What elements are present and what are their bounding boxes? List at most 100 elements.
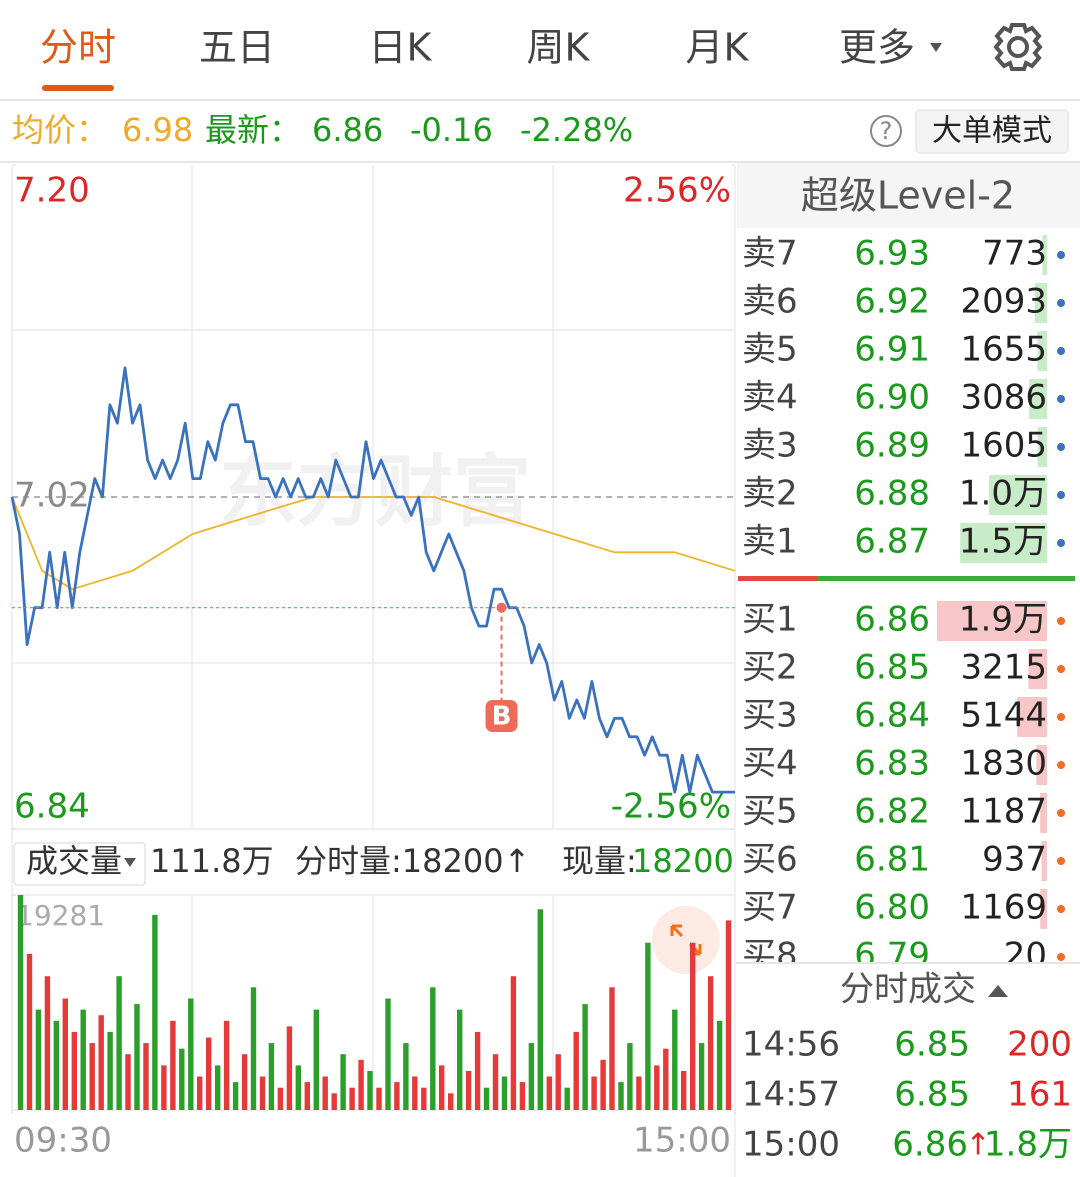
order-dot bbox=[1057, 665, 1065, 673]
order-volume: 1.9万 bbox=[959, 600, 1047, 640]
volume-bar bbox=[528, 1043, 535, 1110]
volume-bar bbox=[483, 1087, 490, 1110]
trade-price: 6.85 bbox=[894, 1075, 970, 1115]
volume-depth-bar bbox=[1028, 649, 1047, 689]
volume-bar bbox=[546, 1076, 552, 1110]
order-price: 6.92 bbox=[854, 282, 930, 322]
volume-bar bbox=[725, 920, 732, 1110]
mode-button[interactable] bbox=[915, 109, 1069, 154]
order-dot bbox=[1057, 809, 1065, 817]
more-caret[interactable] bbox=[930, 43, 942, 52]
order-price: 6.89 bbox=[854, 426, 930, 466]
volume-bar bbox=[134, 1004, 140, 1110]
volume-bar bbox=[89, 1043, 95, 1110]
order-price: 6.80 bbox=[854, 888, 930, 928]
volume-selector-box[interactable] bbox=[13, 842, 146, 886]
order-dot bbox=[1057, 617, 1065, 625]
mode-label[interactable]: 大单模式 bbox=[932, 114, 1052, 149]
chart-grid bbox=[11, 165, 736, 1177]
trade-time: 14:57 bbox=[742, 1075, 840, 1115]
order-volume: 1605 bbox=[960, 426, 1047, 466]
volume-bar bbox=[707, 976, 714, 1110]
volume-bar bbox=[322, 1076, 328, 1110]
level2-title: 超级Level-2 bbox=[801, 174, 1015, 218]
volume-bar bbox=[582, 1004, 588, 1110]
volume-bar bbox=[107, 1031, 113, 1110]
volume-bar bbox=[672, 1009, 678, 1110]
volume-depth-bar bbox=[960, 523, 1047, 563]
order-price: 6.93 bbox=[854, 234, 930, 274]
volume-bar bbox=[421, 1087, 427, 1110]
volume-bar bbox=[519, 1082, 526, 1110]
volume-bar bbox=[645, 942, 651, 1110]
trades-title: 分时成交 bbox=[840, 970, 976, 1010]
change: -0.16 bbox=[410, 111, 493, 149]
volume-bar bbox=[600, 1059, 606, 1110]
trades-caret[interactable] bbox=[988, 985, 1008, 997]
volume-depth-bar bbox=[1034, 283, 1047, 323]
order-label: 卖4 bbox=[742, 378, 798, 418]
volume-bar bbox=[304, 1082, 310, 1110]
order-volume: 1.0万 bbox=[959, 474, 1047, 514]
order-dot bbox=[1057, 539, 1065, 547]
marker-dot bbox=[496, 602, 507, 613]
minute-volume: 分时量:18200↑ bbox=[295, 842, 530, 880]
y-tick-label: 7.02 bbox=[14, 476, 90, 516]
volume-bar bbox=[537, 909, 543, 1110]
order-volume: 5144 bbox=[960, 696, 1047, 736]
volume-bar bbox=[223, 1020, 230, 1110]
book-divider-red bbox=[738, 576, 818, 581]
order-dot bbox=[1057, 761, 1065, 769]
order-price: 6.91 bbox=[854, 330, 930, 370]
volume-bar bbox=[277, 1087, 284, 1110]
order-price: 6.84 bbox=[854, 696, 930, 736]
volume-depth-bar bbox=[989, 475, 1047, 515]
expand-icon[interactable] bbox=[652, 906, 720, 974]
settings-icon[interactable] bbox=[993, 23, 1043, 71]
marker-label: B bbox=[492, 702, 512, 732]
order-dot bbox=[1057, 953, 1065, 961]
volume-bar bbox=[698, 1043, 705, 1110]
order-price: 6.87 bbox=[854, 522, 930, 562]
order-price: 6.86 bbox=[854, 600, 930, 640]
order-volume: 3215 bbox=[960, 648, 1047, 688]
tab[interactable]: 日K bbox=[369, 26, 433, 70]
volume-depth-bar bbox=[1040, 889, 1047, 929]
volume-depth-bar bbox=[1036, 745, 1047, 785]
order-price: 6.82 bbox=[854, 792, 930, 832]
trade-price: 6.86 bbox=[892, 1125, 968, 1165]
volume-depth-bar bbox=[1017, 697, 1047, 737]
volume-bar bbox=[474, 1031, 481, 1110]
order-volume: 937 bbox=[982, 840, 1047, 880]
avg-label: 均价： bbox=[12, 111, 108, 149]
volume-bar bbox=[367, 1071, 373, 1110]
volume-selector-caret[interactable] bbox=[124, 858, 136, 867]
tab[interactable]: 分时 bbox=[40, 26, 116, 70]
volume-selector[interactable]: 成交量 bbox=[26, 842, 122, 880]
order-volume: 3086 bbox=[960, 378, 1047, 418]
tab[interactable]: 月K bbox=[686, 26, 750, 70]
x-tick-label: 09:30 bbox=[14, 1121, 112, 1161]
volume-bar bbox=[143, 1043, 149, 1110]
order-volume: 773 bbox=[982, 234, 1047, 274]
volume-bar bbox=[681, 1071, 687, 1110]
volume-bar bbox=[44, 976, 51, 1110]
book-divider-green bbox=[818, 576, 1075, 581]
help-mark[interactable]: ? bbox=[880, 117, 893, 145]
tab[interactable]: 周K bbox=[527, 26, 591, 70]
volume-bar bbox=[716, 1020, 723, 1110]
help-icon[interactable] bbox=[870, 115, 902, 147]
watermark: 东方财富 bbox=[219, 447, 531, 537]
order-volume: 2093 bbox=[960, 282, 1047, 322]
order-label: 卖2 bbox=[742, 474, 798, 514]
volume-bar bbox=[394, 1082, 400, 1110]
volume-bar bbox=[161, 1065, 167, 1110]
volume-bar bbox=[340, 1054, 346, 1110]
tab[interactable]: 五日 bbox=[199, 26, 275, 70]
marker-badge[interactable] bbox=[485, 700, 518, 732]
order-label: 买3 bbox=[742, 696, 798, 736]
volume-depth-bar bbox=[1041, 841, 1047, 881]
order-label: 买4 bbox=[742, 744, 798, 784]
tab[interactable]: 更多 bbox=[839, 26, 915, 70]
